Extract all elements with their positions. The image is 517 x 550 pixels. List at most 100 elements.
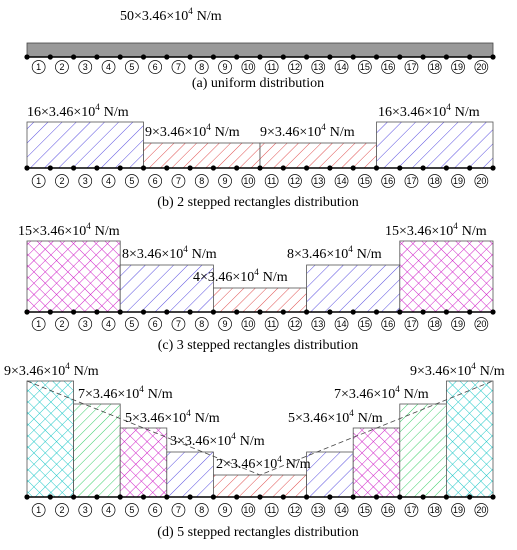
load-value: 9×3.46×10 xyxy=(410,364,471,379)
node-circle xyxy=(404,174,419,188)
node-circle xyxy=(311,174,326,188)
node-circle xyxy=(264,60,279,74)
node-circle xyxy=(451,60,465,74)
support-node xyxy=(420,54,426,60)
load-unit: N/m xyxy=(197,9,222,24)
node-circle xyxy=(101,317,116,331)
support-node xyxy=(187,309,193,315)
load-exponent: 4 xyxy=(231,431,236,441)
node-circle xyxy=(334,174,349,188)
load-value: 15×3.46×10 xyxy=(385,224,453,239)
load-unit: N/m xyxy=(286,457,311,472)
node-circle xyxy=(218,317,232,331)
support-node xyxy=(117,54,123,60)
node-number: 20 xyxy=(476,176,486,186)
node-circle xyxy=(125,174,139,188)
node-circle xyxy=(171,174,186,188)
node-number: 15 xyxy=(360,319,370,329)
support-node xyxy=(350,165,356,171)
load-block xyxy=(26,121,144,169)
node-number: 2 xyxy=(59,62,64,72)
node-number: 12 xyxy=(290,319,300,329)
node-number: 1 xyxy=(36,505,41,515)
support-node xyxy=(164,494,170,500)
node-number: 11 xyxy=(267,319,276,329)
load-exponent: 4 xyxy=(321,122,326,132)
support-node xyxy=(397,309,403,315)
caption: (c) 3 stepped rectangles distribution xyxy=(158,338,359,353)
node-number: 5 xyxy=(129,176,134,186)
node-number: 8 xyxy=(199,176,204,186)
support-node xyxy=(420,165,426,171)
node-number: 19 xyxy=(453,62,463,72)
support-node xyxy=(373,54,380,60)
support-node xyxy=(24,309,30,315)
node-number: 17 xyxy=(406,505,416,515)
support-node xyxy=(210,54,216,60)
node-circle xyxy=(381,174,395,188)
load-value: 16×3.46×10 xyxy=(27,105,95,120)
load-label: 50×3.46×104 N/m xyxy=(120,6,222,24)
node-circle xyxy=(218,174,232,188)
node-circle xyxy=(171,317,186,331)
node-number: 18 xyxy=(430,319,440,329)
load-block xyxy=(166,451,214,498)
node-number: 14 xyxy=(337,505,347,515)
load-label: 9×3.46×104 N/m xyxy=(4,361,99,379)
support-node xyxy=(443,165,449,171)
load-block xyxy=(352,427,401,498)
load-unit: N/m xyxy=(240,434,265,449)
support-node xyxy=(94,494,100,500)
support-node xyxy=(373,494,380,500)
node-circle xyxy=(55,503,69,517)
node-number: 8 xyxy=(199,319,204,329)
node-number: 11 xyxy=(267,176,276,186)
node-circle xyxy=(78,503,93,517)
node-circle xyxy=(427,60,442,74)
node-number: 12 xyxy=(290,176,300,186)
node-number: 10 xyxy=(243,62,253,72)
support-node xyxy=(327,309,333,315)
node-circle xyxy=(241,503,256,517)
support-node xyxy=(47,494,53,500)
node-number: 5 xyxy=(129,319,134,329)
load-exponent: 4 xyxy=(65,361,70,371)
node-number: 16 xyxy=(383,505,393,515)
node-number: 20 xyxy=(476,505,486,515)
node-circle xyxy=(451,317,465,331)
node-circle xyxy=(55,317,69,331)
support-node xyxy=(443,309,449,315)
node-circle xyxy=(31,174,46,188)
support-node xyxy=(304,165,310,171)
support-node xyxy=(420,309,426,315)
load-value: 16×3.46×10 xyxy=(378,105,446,120)
node-number: 9 xyxy=(223,176,228,186)
support-node xyxy=(94,309,100,315)
node-circle xyxy=(427,317,442,331)
node-number: 14 xyxy=(337,176,347,186)
load-block xyxy=(212,474,307,498)
node-number: 10 xyxy=(243,176,253,186)
support-node xyxy=(443,494,449,500)
node-number: 6 xyxy=(153,505,158,515)
node-number: 7 xyxy=(176,505,181,515)
load-unit: N/m xyxy=(215,125,240,140)
support-node xyxy=(210,165,216,171)
support-node xyxy=(234,309,240,315)
support-node xyxy=(71,494,77,500)
load-value: 7×3.46×10 xyxy=(78,387,139,402)
node-circle xyxy=(101,503,116,517)
support-node xyxy=(164,54,170,60)
node-number: 6 xyxy=(153,62,158,72)
load-label: 7×3.46×104 N/m xyxy=(78,384,173,402)
support-node xyxy=(94,54,100,60)
support-node xyxy=(187,165,193,171)
node-circle xyxy=(404,60,419,74)
node-number: 6 xyxy=(153,176,158,186)
node-circle xyxy=(334,317,349,331)
node-circle xyxy=(474,174,489,188)
node-number: 1 xyxy=(36,319,41,329)
support-node xyxy=(397,494,403,500)
node-circle xyxy=(474,317,489,331)
load-unit: N/m xyxy=(462,224,487,239)
